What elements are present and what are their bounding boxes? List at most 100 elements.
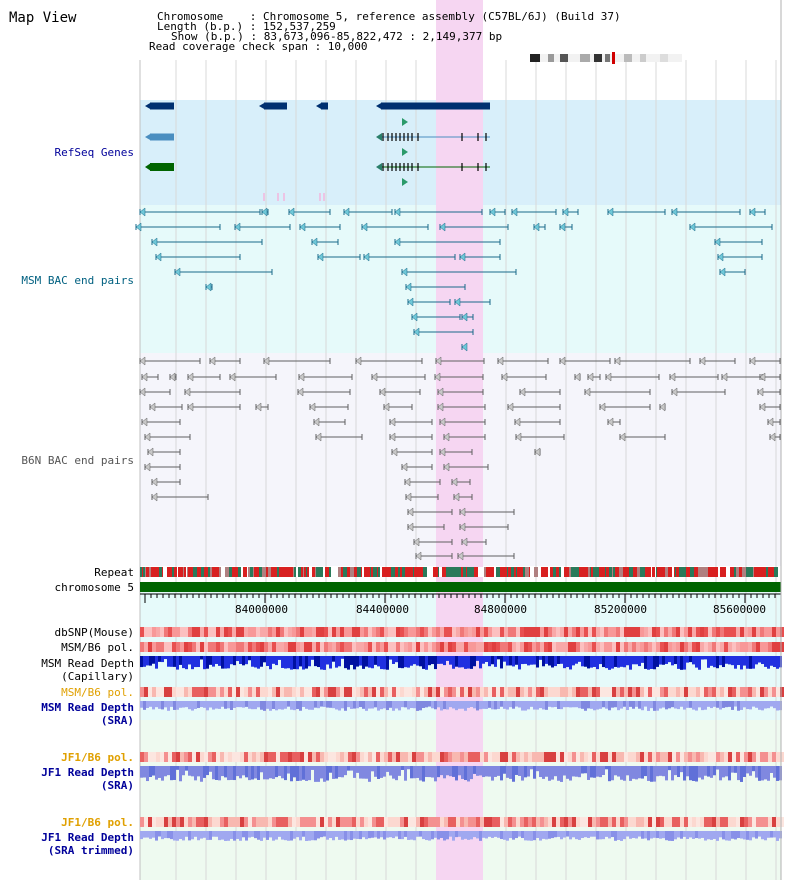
jf1-depth-trimmed-bar <box>161 831 164 840</box>
dbsnp-heat-cell <box>548 627 552 637</box>
ideogram-band <box>660 54 668 62</box>
dbsnp-heat-cell <box>456 627 460 637</box>
track-label-dbsnp[interactable]: dbSNP(Mouse) <box>54 626 134 639</box>
msm-depth-capillary-bar <box>602 656 605 668</box>
track-label-refseq-genes[interactable]: RefSeq Genes <box>54 146 134 159</box>
dbsnp-heat-cell <box>184 627 188 637</box>
msm-b6-pol-heat-cell <box>452 642 456 652</box>
msm-b6-pol-heat-cell <box>580 642 584 652</box>
jf1-b6-pol-heat-cell <box>280 752 284 762</box>
jf1-depth-sra-bar <box>623 766 626 781</box>
jf1-b6-pol-heat-cell <box>316 752 320 762</box>
jf1-b6-pol-2-heat-cell <box>232 817 236 827</box>
jf1-depth-trimmed-bar <box>155 831 158 841</box>
repeat-block <box>168 567 172 577</box>
bac-end-arrow <box>757 387 764 397</box>
dbsnp-heat-cell <box>188 627 192 637</box>
track-label-msm-bac[interactable]: MSM BAC end pairs <box>21 274 134 287</box>
jf1-b6-pol-heat-cell <box>532 752 536 762</box>
jf1-depth-trimmed-bar <box>761 831 764 840</box>
msm-b6-pol-sra-heat-cell <box>412 687 416 697</box>
jf1-depth-trimmed-bar <box>188 831 191 841</box>
msm-depth-capillary-bar <box>422 656 425 669</box>
msm-depth-sra-bar <box>410 701 413 709</box>
bac-end-arrow <box>749 207 756 217</box>
jf1-depth-sra-bar <box>464 766 467 781</box>
track-label-jf1-read-depth-trimmed[interactable]: JF1 Read Depth <box>41 831 134 844</box>
track-label-msm-read-depth-sra[interactable]: MSM Read Depth <box>41 701 134 714</box>
msm-depth-sra-bar <box>434 701 437 710</box>
msm-depth-capillary-bar <box>719 656 722 666</box>
jf1-b6-pol-2-heat-cell <box>396 817 400 827</box>
bac-end-arrow <box>139 387 146 397</box>
repeat-block <box>385 567 389 577</box>
msm-b6-pol-sra-heat-cell <box>780 687 784 697</box>
msm-b6-pol-sra-heat-cell <box>432 687 436 697</box>
bac-end-arrow <box>139 356 146 366</box>
bac-end-arrow <box>389 432 396 442</box>
jf1-depth-trimmed-bar <box>269 831 272 838</box>
dbsnp-heat-cell <box>208 627 212 637</box>
msm-depth-capillary-bar <box>596 656 599 670</box>
repeat-block <box>193 567 197 577</box>
msm-depth-sra-bar <box>251 701 254 710</box>
msm-b6-pol-heat-cell <box>544 642 548 652</box>
repeat-block <box>568 567 569 577</box>
track-label-jf1-b6-pol-2[interactable]: JF1/B6 pol. <box>61 816 134 829</box>
jf1-depth-sra-bar <box>296 766 299 781</box>
bac-end-arrow <box>507 402 514 412</box>
track-label-jf1-b6-pol[interactable]: JF1/B6 pol. <box>61 751 134 764</box>
msm-depth-capillary-bar <box>725 656 728 664</box>
track-label-b6n-bac[interactable]: B6N BAC end pairs <box>21 454 134 467</box>
msm-b6-pol-heat-cell <box>236 642 240 652</box>
repeat-block <box>450 567 454 577</box>
track-label-jf1-read-depth[interactable]: JF1 Read Depth <box>41 766 134 779</box>
repeat-block <box>312 567 315 577</box>
msm-b6-pol-heat-cell <box>320 642 324 652</box>
msm-b6-pol-sra-heat-cell <box>548 687 552 697</box>
track-label-chromosome[interactable]: chromosome 5 <box>54 581 134 594</box>
msm-depth-capillary-bar <box>440 656 443 664</box>
gene-arrow <box>316 102 322 110</box>
jf1-depth-trimmed-bar <box>731 831 734 839</box>
track-label-msm-b6-pol-sra[interactable]: MSM/B6 pol. <box>61 686 134 699</box>
dbsnp-heat-cell <box>300 627 304 637</box>
msm-b6-pol-sra-heat-cell <box>444 687 448 697</box>
dbsnp-heat-cell <box>496 627 500 637</box>
msm-depth-capillary-bar <box>461 656 464 668</box>
repeat-block <box>736 567 739 577</box>
msm-b6-pol-heat-cell <box>572 642 576 652</box>
repeat-block <box>156 567 159 577</box>
track-label-msm-b6-pol[interactable]: MSM/B6 pol. <box>61 641 134 654</box>
msm-depth-sra-bar <box>218 701 221 709</box>
msm-depth-capillary-bar <box>584 656 587 667</box>
dbsnp-heat-cell <box>608 627 612 637</box>
repeat-block <box>293 567 294 577</box>
jf1-depth-trimmed-bar <box>611 831 614 838</box>
jf1-b6-pol-2-heat-cell <box>712 817 716 827</box>
jf1-depth-sra-bar <box>164 766 167 777</box>
jf1-depth-trimmed-bar <box>401 831 404 840</box>
jf1-b6-pol-2-heat-cell <box>440 817 444 827</box>
bac-end-arrow <box>261 207 268 217</box>
msm-depth-capillary-bar <box>497 656 500 660</box>
jf1-b6-pol-2-heat-cell <box>268 817 272 827</box>
msm-depth-capillary-bar <box>743 656 746 666</box>
msm-b6-pol-heat-cell <box>504 642 508 652</box>
msm-depth-sra-bar <box>182 701 185 708</box>
track-label-msm-read-depth-capillary[interactable]: MSM Read Depth <box>41 657 134 670</box>
msm-depth-capillary-bar <box>233 656 236 666</box>
dbsnp-heat-cell <box>748 627 752 637</box>
jf1-depth-trimmed-bar <box>143 831 146 838</box>
jf1-depth-trimmed-bar <box>389 831 392 838</box>
jf1-b6-pol-2-heat-cell <box>360 817 364 827</box>
repeat-block <box>724 567 726 577</box>
repeat-block <box>542 567 545 577</box>
track-label-repeat[interactable]: Repeat <box>94 566 134 579</box>
jf1-depth-sra-bar <box>248 766 251 781</box>
jf1-depth-sra-bar <box>194 766 197 781</box>
jf1-b6-pol-heat-cell <box>744 752 748 762</box>
jf1-b6-pol-2-heat-cell <box>612 817 616 827</box>
msm-b6-pol-sra-heat-cell <box>332 687 336 697</box>
